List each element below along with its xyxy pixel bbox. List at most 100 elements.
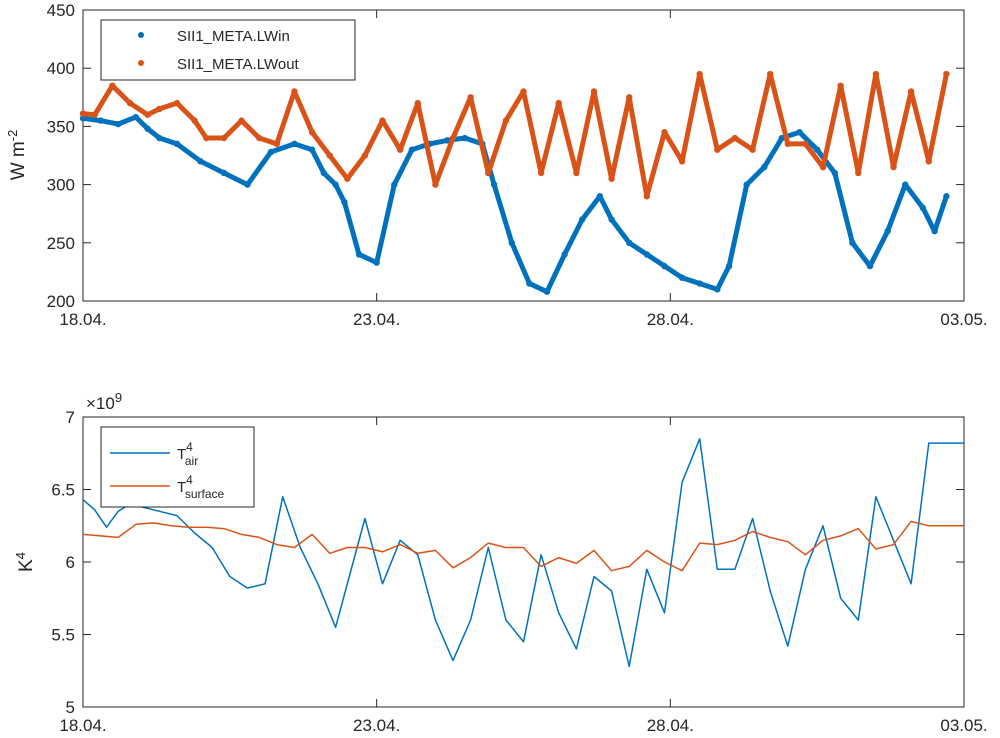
data-point: [344, 175, 351, 182]
legend-label-lwout: SII1_META.LWout: [177, 56, 300, 73]
data-point: [144, 111, 151, 118]
x-tick-label: 18.04.: [59, 716, 106, 735]
data-point: [796, 129, 803, 136]
data-point: [537, 169, 545, 177]
data-point: [943, 193, 950, 200]
data-point: [443, 137, 451, 144]
data-point: [109, 82, 116, 89]
data-point: [919, 204, 927, 212]
data-point: [144, 125, 151, 132]
bottom-exponent-base: ×10: [86, 394, 115, 413]
x-tick-label: 28.04.: [647, 310, 694, 329]
legend-label-tsurface: T4 surface: [177, 473, 225, 501]
legend-label-tair-sup: 4: [186, 440, 193, 454]
x-tick-label: 23.04.: [353, 310, 400, 329]
data-point: [866, 262, 874, 270]
data-point: [784, 140, 791, 148]
data-point: [661, 262, 668, 270]
data-point: [931, 227, 938, 235]
data-point: [414, 99, 421, 107]
data-point: [608, 216, 615, 223]
top-ticks-layer: 200 250 300 350 400 450 18.04. 23.04. 28.04. 03.0…: [47, 1, 988, 329]
data-point: [813, 146, 821, 153]
data-point: [608, 175, 615, 182]
data-point: [520, 88, 527, 95]
data-point: [561, 251, 568, 258]
data-point: [837, 82, 844, 89]
data-point: [156, 134, 163, 142]
data-point: [890, 163, 897, 171]
data-point: [761, 163, 768, 171]
top-y-axis-label: W m-2: [5, 130, 30, 181]
data-point: [849, 239, 856, 246]
data-point: [467, 94, 474, 101]
data-point: [132, 113, 140, 121]
y-tick-label: 250: [47, 234, 75, 253]
bottom-series-layer: [82, 438, 964, 668]
y-tick-label: 6.5: [51, 481, 75, 500]
data-point: [831, 169, 838, 177]
y-tick-label: 200: [47, 292, 75, 311]
data-point: [91, 111, 98, 118]
y-tick-label: 450: [47, 1, 75, 20]
y-tick-label: 350: [47, 117, 75, 136]
data-point: [502, 117, 510, 124]
data-point: [256, 134, 263, 142]
data-point: [432, 181, 439, 188]
bottom-legend: T 4 air T4 surface: [100, 426, 255, 508]
data-point: [678, 158, 686, 165]
data-point: [661, 129, 668, 136]
data-point: [173, 140, 181, 148]
top-legend-box: [100, 19, 356, 81]
data-point: [884, 227, 891, 235]
legend-label-lwin: SII1_META.LWin: [177, 28, 290, 45]
y-tick-label: 7: [66, 408, 75, 427]
data-point: [291, 140, 298, 148]
data-point: [267, 148, 275, 156]
data-point: [802, 140, 809, 148]
x-tick-label: 03.05.: [940, 716, 987, 735]
data-point: [579, 216, 586, 223]
data-point: [173, 99, 181, 107]
data-point: [696, 70, 703, 78]
data-point: [332, 181, 339, 188]
data-point: [508, 239, 515, 246]
x-tick-label: 23.04.: [353, 716, 400, 735]
data-point: [238, 117, 245, 124]
data-point: [396, 146, 404, 153]
bottom-y-axis-label: K4: [13, 552, 38, 572]
data-point: [391, 181, 398, 188]
data-point: [743, 181, 750, 188]
data-point: [626, 94, 633, 101]
series-line-1: [82, 520, 964, 572]
data-point: [220, 169, 228, 177]
bottom-y-axis-label-main: K: [16, 559, 37, 572]
data-point: [191, 117, 198, 124]
data-point: [79, 110, 87, 117]
legend-label-tair-sub: air: [185, 454, 198, 468]
data-point: [449, 134, 457, 142]
data-point: [326, 152, 333, 159]
data-point: [355, 251, 363, 258]
data-point: [714, 146, 721, 153]
y-tick-label: 300: [47, 176, 75, 195]
data-point: [126, 99, 134, 107]
top-series-layer: [79, 70, 950, 295]
top-y-axis-label-main: W m: [8, 141, 29, 180]
data-point: [596, 193, 604, 200]
data-point: [379, 117, 386, 124]
legend-label-tsurface-base: T: [177, 479, 186, 496]
data-point: [555, 99, 562, 107]
data-point: [291, 88, 298, 95]
legend-marker-lwout: [138, 60, 144, 66]
y-tick-label: 400: [47, 59, 75, 78]
data-point: [373, 259, 380, 266]
bottom-exponent-power: 9: [115, 390, 122, 405]
data-point: [273, 140, 281, 148]
data-point: [855, 169, 862, 177]
data-point: [819, 163, 827, 171]
y-tick-label: 5.5: [51, 626, 75, 645]
data-point: [902, 181, 909, 188]
data-point: [872, 70, 880, 78]
